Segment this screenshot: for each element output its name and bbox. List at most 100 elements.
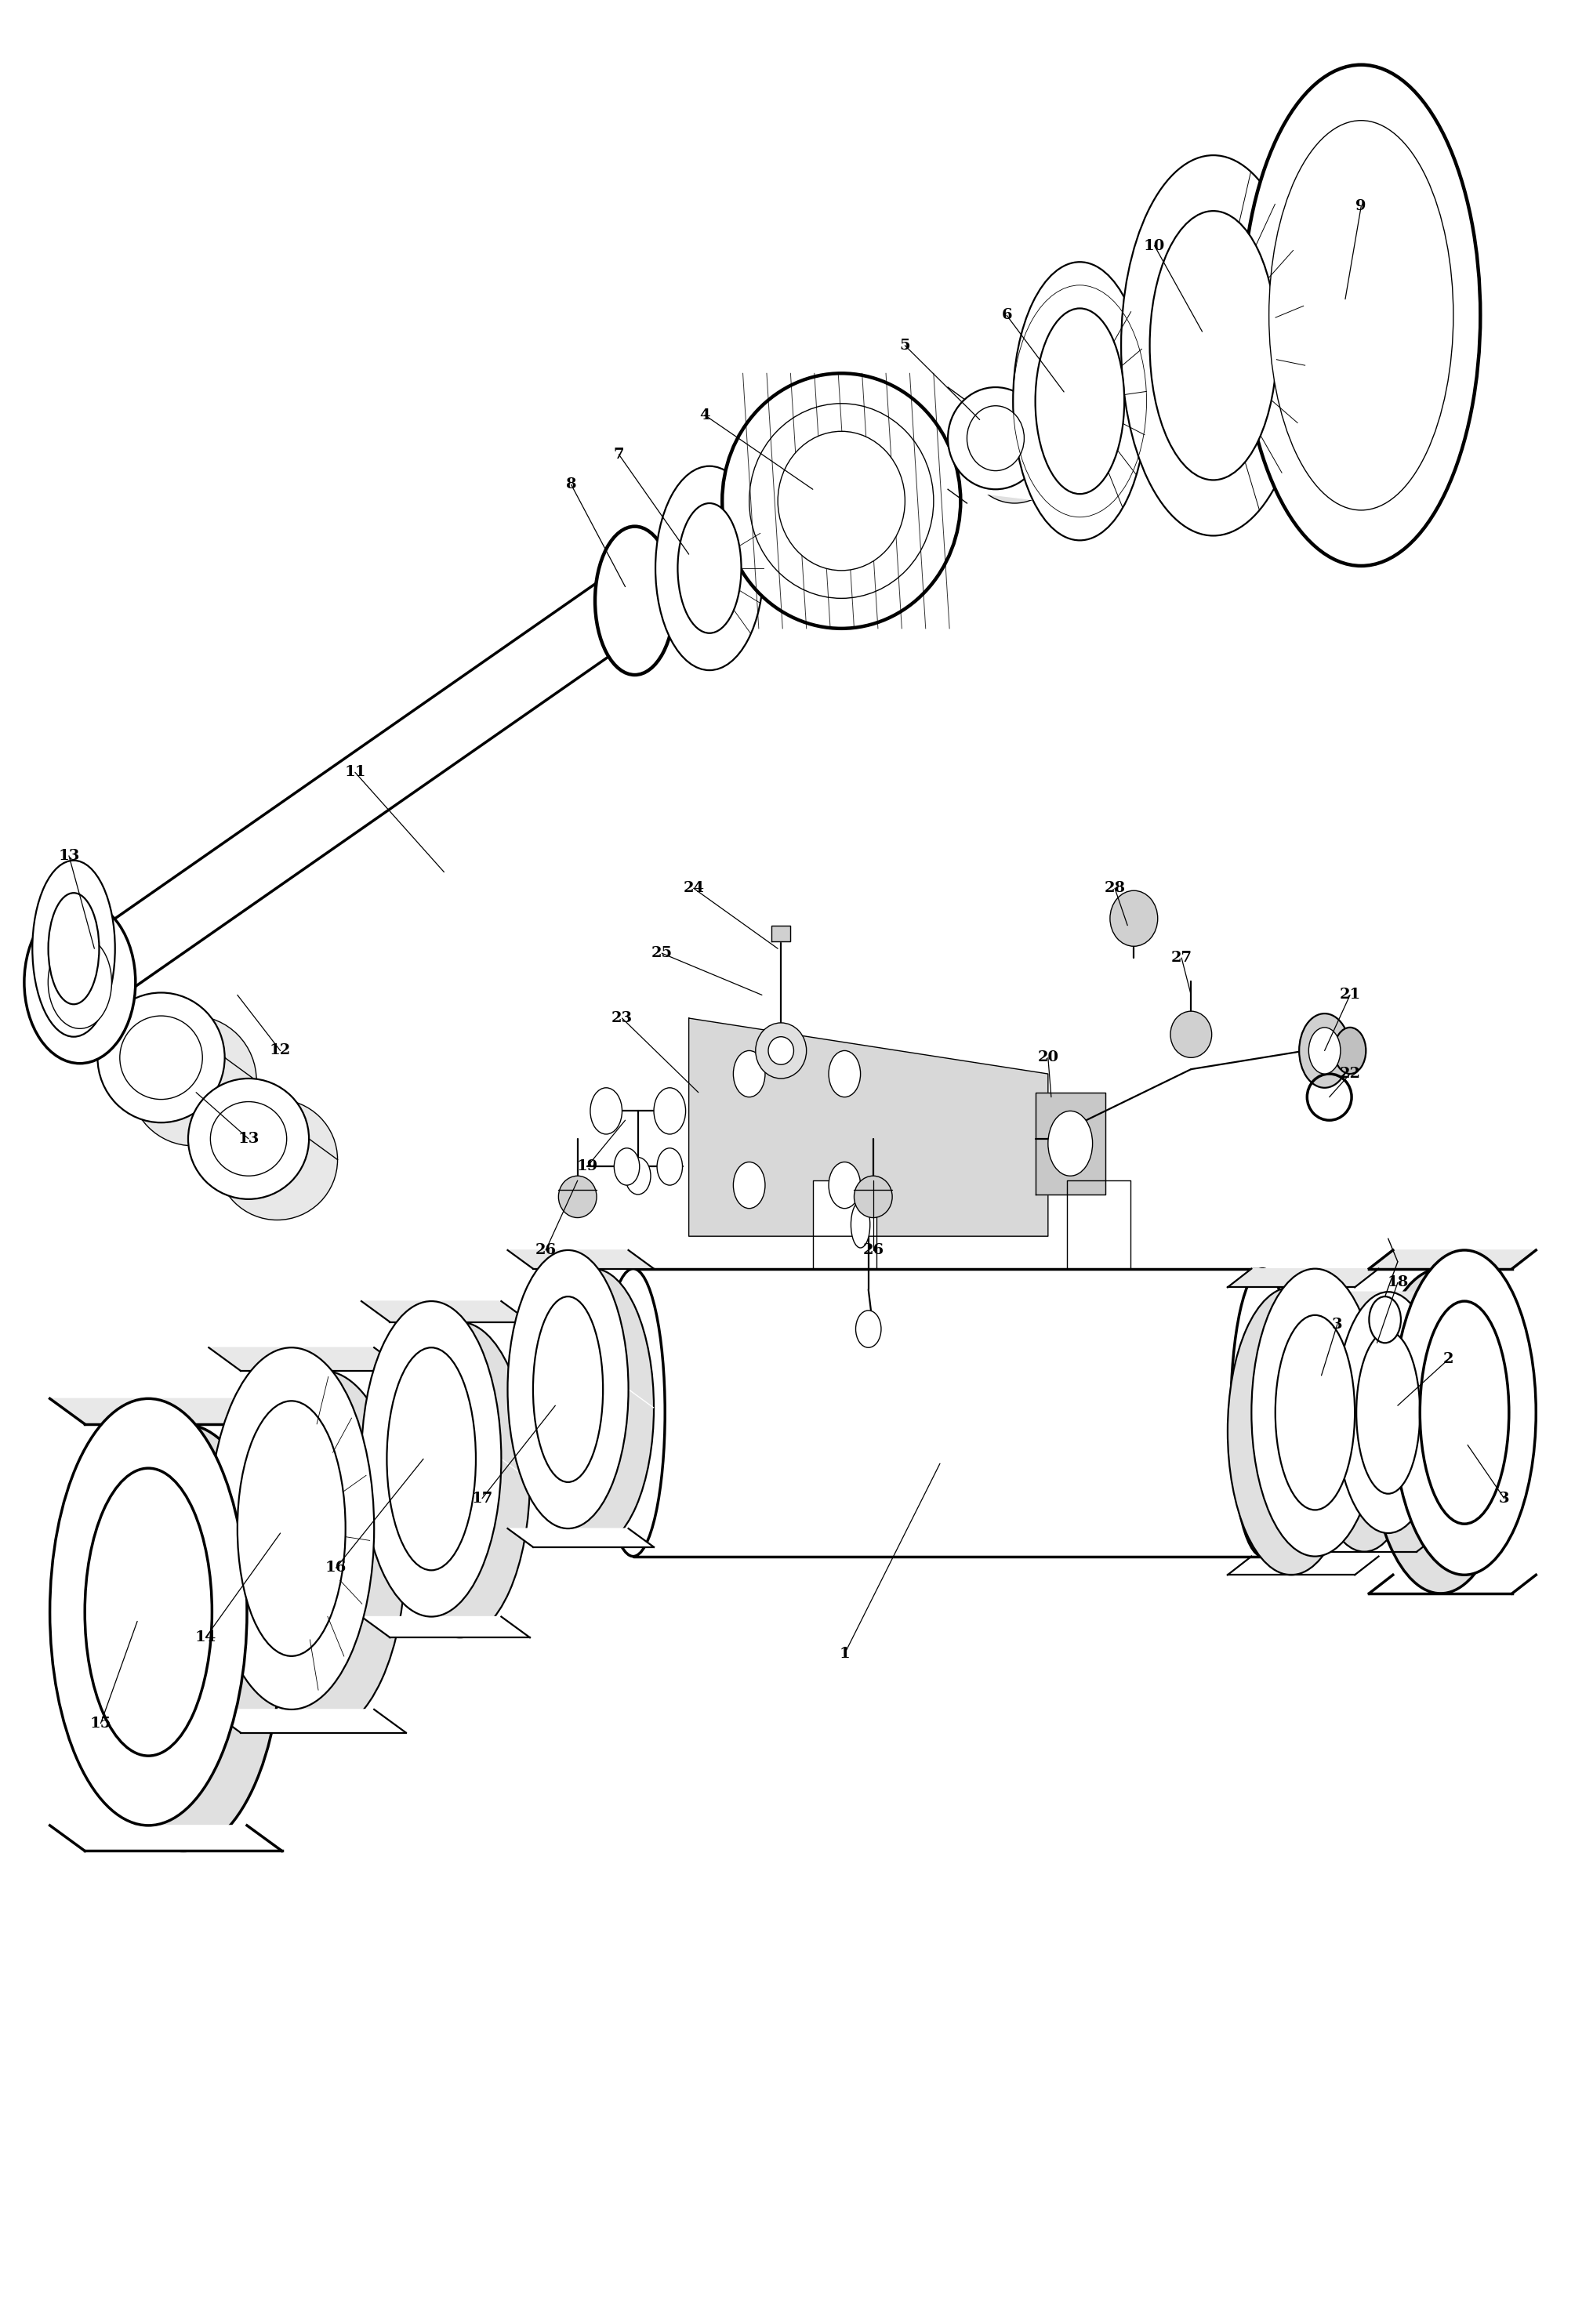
- Ellipse shape: [49, 1399, 247, 1824]
- Polygon shape: [49, 1399, 282, 1425]
- Polygon shape: [507, 1390, 532, 1408]
- Ellipse shape: [1241, 65, 1480, 565]
- Polygon shape: [49, 1613, 84, 1638]
- Polygon shape: [632, 1269, 1262, 1557]
- Ellipse shape: [1274, 1315, 1354, 1511]
- Text: 1: 1: [840, 1648, 849, 1662]
- Text: 10: 10: [1144, 239, 1164, 253]
- Text: 23: 23: [612, 1011, 632, 1025]
- Ellipse shape: [777, 432, 905, 569]
- Text: 14: 14: [194, 1631, 217, 1645]
- Ellipse shape: [624, 1157, 650, 1195]
- Polygon shape: [209, 1529, 241, 1552]
- Text: 24: 24: [683, 881, 704, 895]
- Polygon shape: [1368, 1250, 1536, 1269]
- Ellipse shape: [241, 1371, 406, 1734]
- Text: 26: 26: [862, 1243, 884, 1257]
- Ellipse shape: [733, 1050, 765, 1097]
- Polygon shape: [362, 1459, 390, 1480]
- Text: 27: 27: [1171, 951, 1192, 964]
- Ellipse shape: [387, 1348, 476, 1571]
- Text: 12: 12: [269, 1043, 292, 1057]
- Ellipse shape: [188, 1078, 309, 1199]
- Ellipse shape: [655, 467, 763, 669]
- Ellipse shape: [48, 892, 99, 1004]
- Ellipse shape: [967, 402, 1063, 504]
- Ellipse shape: [558, 1176, 596, 1218]
- Ellipse shape: [851, 1202, 870, 1248]
- Ellipse shape: [613, 1148, 639, 1185]
- Ellipse shape: [390, 1322, 529, 1638]
- Ellipse shape: [24, 902, 135, 1064]
- Ellipse shape: [594, 528, 674, 674]
- Text: 6: 6: [1000, 309, 1012, 323]
- Ellipse shape: [362, 1301, 502, 1618]
- Text: 22: 22: [1338, 1067, 1360, 1081]
- Text: 8: 8: [566, 479, 577, 493]
- Polygon shape: [1035, 1092, 1104, 1195]
- Ellipse shape: [653, 1088, 685, 1134]
- Polygon shape: [502, 1459, 529, 1480]
- Ellipse shape: [48, 937, 112, 1030]
- Ellipse shape: [1013, 263, 1145, 541]
- Polygon shape: [247, 1613, 282, 1638]
- Ellipse shape: [722, 374, 961, 627]
- Text: 28: 28: [1104, 881, 1125, 895]
- Polygon shape: [1227, 1269, 1378, 1287]
- Ellipse shape: [768, 1037, 793, 1064]
- Polygon shape: [374, 1529, 406, 1552]
- Ellipse shape: [828, 1162, 860, 1208]
- Ellipse shape: [1419, 1301, 1509, 1525]
- Ellipse shape: [601, 1269, 664, 1557]
- Polygon shape: [628, 1390, 653, 1408]
- Ellipse shape: [749, 404, 933, 597]
- Ellipse shape: [1230, 1269, 1294, 1557]
- Text: 2: 2: [1443, 1353, 1453, 1367]
- Polygon shape: [688, 1018, 1048, 1236]
- Ellipse shape: [209, 1348, 374, 1710]
- Text: 20: 20: [1037, 1050, 1058, 1064]
- Ellipse shape: [1227, 1287, 1354, 1576]
- Ellipse shape: [129, 1016, 256, 1146]
- Polygon shape: [812, 1181, 876, 1269]
- Ellipse shape: [1311, 1311, 1416, 1552]
- Text: 17: 17: [472, 1492, 492, 1506]
- Ellipse shape: [677, 504, 741, 632]
- Ellipse shape: [1392, 1250, 1536, 1576]
- Ellipse shape: [1048, 1111, 1091, 1176]
- Text: 13: 13: [59, 848, 80, 862]
- Ellipse shape: [237, 1401, 346, 1657]
- Ellipse shape: [1368, 1269, 1512, 1594]
- Ellipse shape: [1149, 211, 1276, 481]
- Ellipse shape: [1169, 1011, 1211, 1057]
- Ellipse shape: [1268, 121, 1453, 511]
- Ellipse shape: [32, 860, 115, 1037]
- Ellipse shape: [1335, 1292, 1440, 1534]
- Ellipse shape: [84, 1469, 212, 1757]
- Ellipse shape: [733, 1162, 765, 1208]
- Text: 3: 3: [1497, 1492, 1509, 1506]
- Ellipse shape: [828, 1050, 860, 1097]
- Ellipse shape: [210, 1102, 287, 1176]
- Text: 15: 15: [89, 1717, 112, 1731]
- Polygon shape: [507, 1529, 653, 1548]
- Text: 18: 18: [1386, 1276, 1408, 1290]
- Ellipse shape: [948, 388, 1043, 490]
- Text: 19: 19: [577, 1160, 597, 1174]
- Text: 3: 3: [1332, 1318, 1341, 1332]
- Polygon shape: [49, 1824, 282, 1850]
- Text: 26: 26: [535, 1243, 556, 1257]
- Text: 16: 16: [325, 1562, 347, 1576]
- Ellipse shape: [1035, 309, 1123, 495]
- Polygon shape: [362, 1618, 529, 1638]
- Ellipse shape: [119, 1016, 202, 1099]
- Ellipse shape: [1308, 1027, 1340, 1074]
- Ellipse shape: [532, 1297, 602, 1483]
- Text: 25: 25: [652, 946, 672, 960]
- Ellipse shape: [1109, 890, 1157, 946]
- Text: 7: 7: [613, 449, 624, 462]
- Text: 13: 13: [237, 1132, 260, 1146]
- Ellipse shape: [855, 1311, 881, 1348]
- Ellipse shape: [532, 1269, 653, 1548]
- Polygon shape: [948, 388, 1063, 504]
